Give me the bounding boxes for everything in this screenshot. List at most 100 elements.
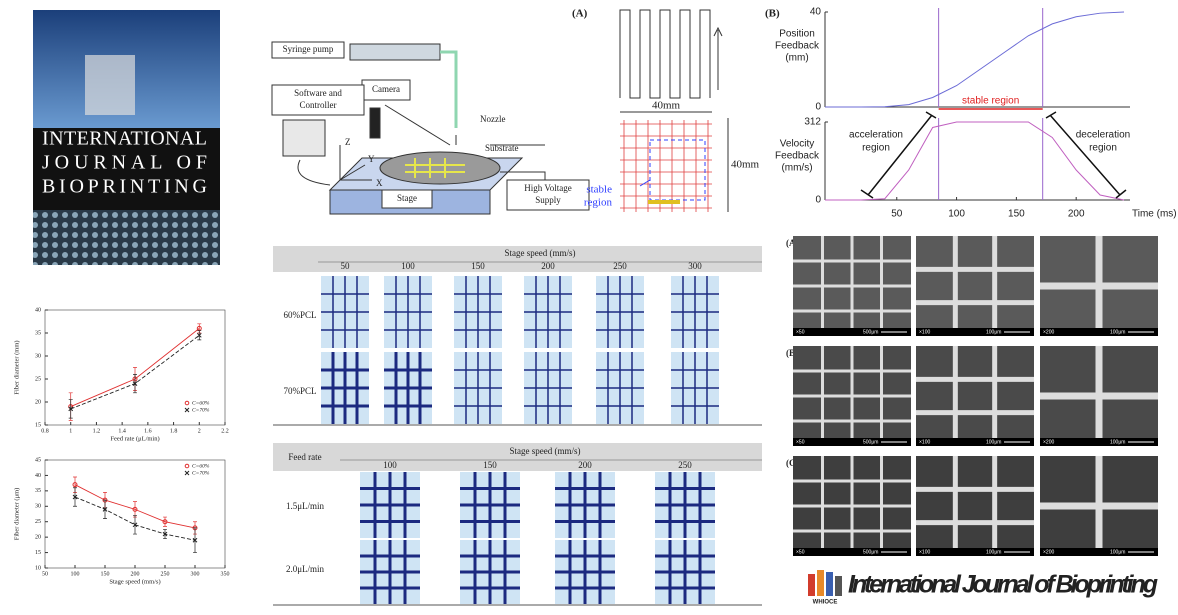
annotation: deceleration bbox=[1076, 130, 1130, 141]
direction-arrow bbox=[713, 26, 723, 90]
y-axis-label: (mm) bbox=[785, 53, 808, 64]
label: ×50 bbox=[796, 549, 805, 555]
point bbox=[68, 406, 74, 412]
box bbox=[506, 179, 590, 211]
annotation: acceleration bbox=[849, 130, 903, 141]
label: region bbox=[584, 197, 613, 209]
y-tick-label: 0 bbox=[815, 102, 821, 113]
legend-marker bbox=[184, 470, 190, 476]
x-tick-label: 1.8 bbox=[170, 428, 178, 434]
label: 500μm bbox=[863, 549, 878, 555]
label: 100 bbox=[383, 460, 397, 470]
sem-image bbox=[916, 346, 1034, 446]
sem-caption-bar bbox=[793, 328, 911, 336]
point bbox=[102, 507, 108, 512]
y-axis-label: (mm/s) bbox=[781, 163, 812, 174]
logo-bar bbox=[817, 570, 824, 596]
x-axis-label: Stage speed (mm/s) bbox=[109, 578, 160, 585]
label: 70%PCL bbox=[283, 386, 316, 396]
y-tick-label: 45 bbox=[35, 457, 41, 463]
label: 100μm bbox=[1110, 549, 1125, 555]
label: 1.5μL/min bbox=[286, 501, 325, 511]
point bbox=[162, 531, 168, 537]
axes bbox=[339, 145, 372, 181]
y-axis-label: Feedback bbox=[775, 151, 820, 162]
box bbox=[271, 41, 345, 59]
error-bar bbox=[163, 516, 167, 527]
dimension-lines bbox=[620, 111, 729, 212]
cover-band bbox=[33, 128, 220, 210]
legend-label: C=60% bbox=[192, 400, 210, 406]
label: ×100 bbox=[919, 329, 930, 335]
y-tick-label: 30 bbox=[35, 353, 41, 359]
legend-marker bbox=[184, 463, 190, 469]
label: 250 bbox=[613, 261, 627, 271]
label: X bbox=[376, 178, 383, 188]
label: 200 bbox=[541, 261, 555, 271]
y-axis-label: Fiber diameter (mm) bbox=[13, 340, 20, 394]
x-tick-label: 1.4 bbox=[118, 428, 126, 434]
x-tick-label: 0.8 bbox=[41, 428, 49, 434]
label: Nozzle bbox=[480, 114, 505, 124]
x-tick-label: 1.6 bbox=[144, 428, 152, 434]
cable bbox=[297, 159, 331, 186]
x-tick-label: 300 bbox=[191, 571, 200, 577]
sem-caption-bar bbox=[916, 328, 1034, 336]
x-tick-label: 100 bbox=[948, 209, 965, 220]
sem-caption-bar bbox=[916, 438, 1034, 446]
publisher: WHIOCE bbox=[813, 600, 838, 606]
label: ×200 bbox=[1043, 439, 1054, 445]
tube bbox=[440, 50, 458, 128]
logo-bar bbox=[835, 576, 842, 596]
label: 100μm bbox=[986, 329, 1001, 335]
grid-path bbox=[620, 120, 712, 212]
series-line bbox=[825, 11, 1125, 108]
label: 2.0μL/min bbox=[286, 564, 325, 574]
label: Camera bbox=[372, 84, 400, 94]
table-header-text: Stage speed (mm/s) bbox=[505, 248, 576, 258]
cover-title: INTERNATIONAL bbox=[42, 128, 207, 150]
label: 100μm bbox=[986, 549, 1001, 555]
label: 250 bbox=[678, 460, 692, 470]
label: 40mm bbox=[731, 159, 760, 171]
x-tick-label: 200 bbox=[131, 571, 140, 577]
sem-image bbox=[916, 456, 1034, 556]
label: stable bbox=[586, 184, 612, 196]
label: (A) bbox=[786, 238, 799, 248]
label: 500μm bbox=[863, 439, 878, 445]
y-tick-label: 25 bbox=[35, 376, 41, 382]
x-tick-label: 50 bbox=[42, 571, 48, 577]
cover-texture bbox=[33, 210, 220, 265]
sem-caption-bar bbox=[1040, 438, 1158, 446]
y-tick-label: 35 bbox=[35, 488, 41, 494]
table-header bbox=[273, 443, 762, 471]
label: 60%PCL bbox=[283, 310, 316, 320]
y-axis-label: Fiber diameter (μm) bbox=[13, 488, 20, 541]
label: 100μm bbox=[1110, 439, 1125, 445]
y-tick-label: 10 bbox=[35, 565, 41, 571]
annotation: region bbox=[1089, 143, 1117, 154]
label: 150 bbox=[471, 261, 485, 271]
y-tick-label: 312 bbox=[804, 117, 821, 128]
region-pointer bbox=[639, 179, 651, 187]
y-tick-label: 15 bbox=[35, 422, 41, 428]
point bbox=[192, 537, 198, 543]
raster-path bbox=[619, 9, 711, 99]
y-tick-label: 20 bbox=[35, 535, 41, 541]
substrate bbox=[379, 151, 501, 185]
x-tick-label: 350 bbox=[221, 571, 230, 577]
label: Substrate bbox=[485, 143, 519, 153]
logo-bar bbox=[808, 574, 815, 596]
label: 40mm bbox=[652, 100, 681, 112]
wires bbox=[455, 135, 546, 180]
label: Syringe pump bbox=[283, 44, 334, 54]
label: (A) bbox=[572, 8, 588, 20]
x-tick-label: 1 bbox=[69, 428, 72, 434]
label: 100μm bbox=[986, 439, 1001, 445]
point bbox=[132, 381, 138, 386]
x-tick-label: 2.2 bbox=[221, 428, 229, 434]
y-tick-label: 40 bbox=[35, 473, 41, 479]
sem-image bbox=[916, 236, 1034, 336]
camera bbox=[369, 107, 381, 139]
